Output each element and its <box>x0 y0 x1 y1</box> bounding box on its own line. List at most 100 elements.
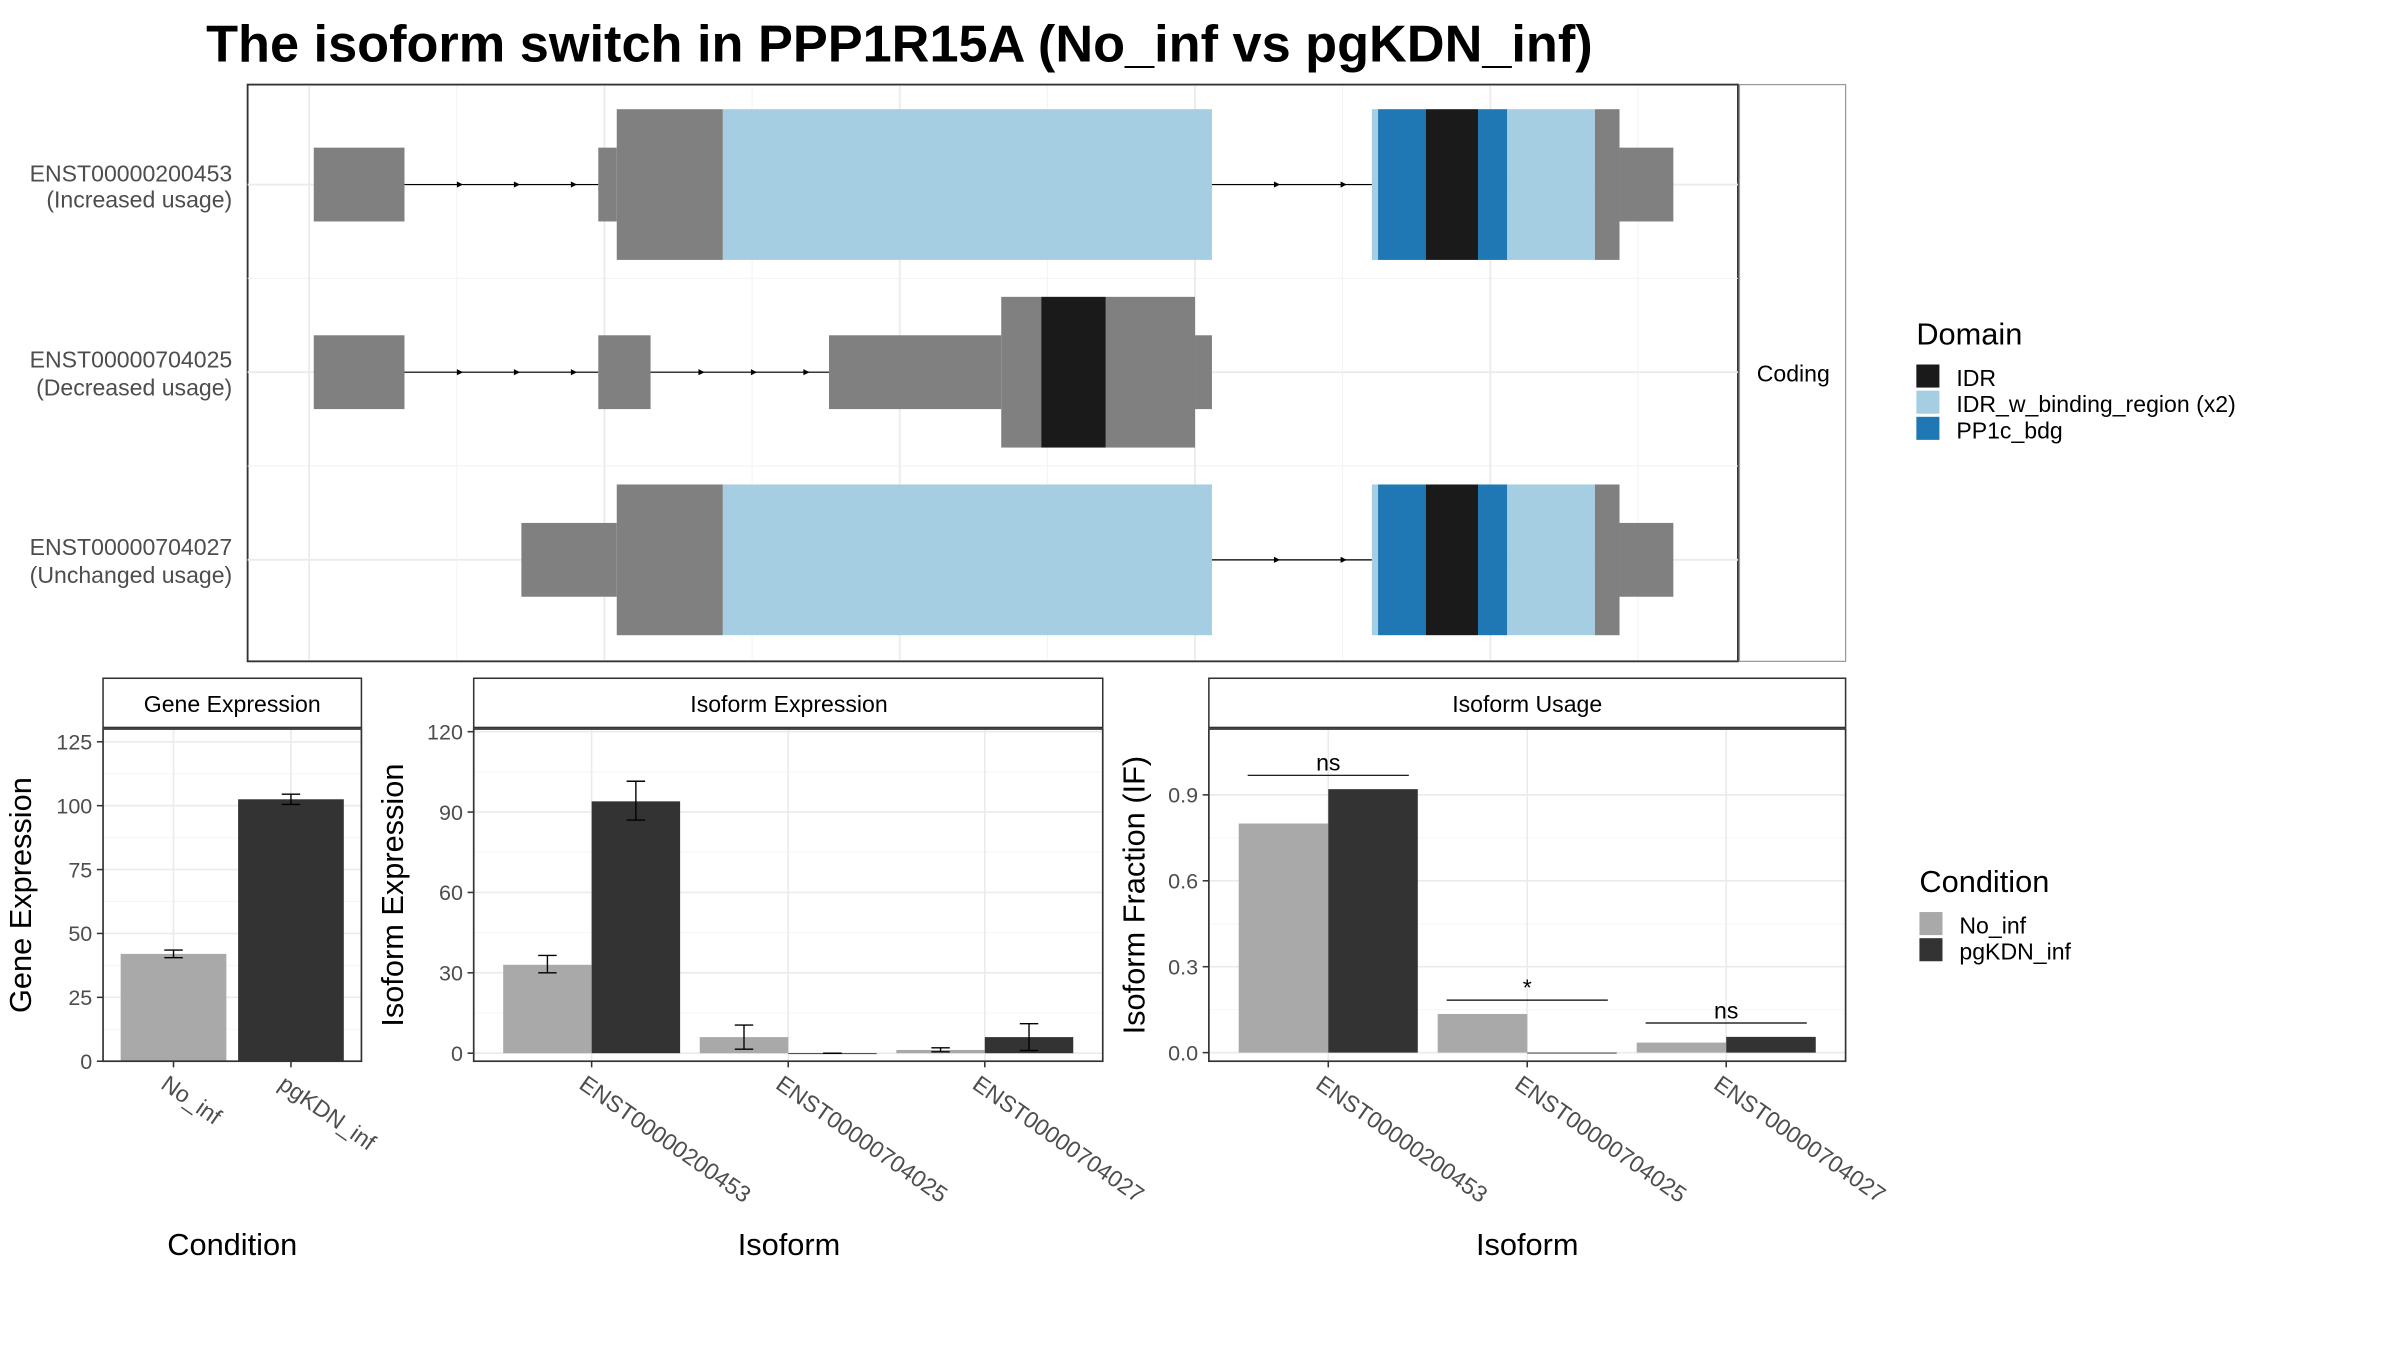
isoform-expression-xlabel: Isoform <box>738 1227 841 1262</box>
t1-domain-idr <box>1425 109 1479 260</box>
isoform-usage-title: Isoform Usage <box>1452 691 1602 717</box>
legend-label-pgkdn-inf: pgKDN_inf <box>1959 939 2071 965</box>
gene-expression-ytick-label-2: 50 <box>68 922 92 946</box>
isoform-expression-bar-ENST00000200453-No_inf <box>503 964 592 1054</box>
isoform-usage-strip <box>1208 677 1847 729</box>
t1-domain-idr-binding-2 <box>1371 109 1379 260</box>
t3-domain-idr-binding-3 <box>1507 484 1595 636</box>
t1-intron-1-arrow-3 <box>570 181 578 188</box>
structure-transcripts <box>313 109 1674 636</box>
legend-label-pp1c: PP1c_bdg <box>1956 417 2062 443</box>
t1-utr-exon-1 <box>313 147 405 222</box>
t3-utr-exon-1 <box>521 522 617 597</box>
gene-expression-title: Gene Expression <box>144 691 321 717</box>
t1-domain-idr-binding-3 <box>1507 109 1595 260</box>
t2-intron-2-arrow-2 <box>750 369 758 376</box>
transcript-2-note: (Decreased usage) <box>36 374 232 400</box>
isoform-usage-ytick-label-2: 0.6 <box>1168 869 1198 893</box>
t2-intron-1-arrow-3 <box>570 369 578 376</box>
t2-domain-idr <box>1041 296 1106 448</box>
t1-intron-2-arrow-1 <box>1273 181 1281 188</box>
legend-swatch-idr <box>1916 364 1940 388</box>
gene-expression-ytick-label-0: 0 <box>80 1050 92 1074</box>
t2-utr-exon-3 <box>828 335 1002 410</box>
isoform-usage-xlabel: Isoform <box>1476 1227 1579 1262</box>
isoform-usage-bar-ENST00000200453-pgKDN_inf <box>1328 789 1418 1053</box>
isoform-expression-ytick-label-0: 0 <box>451 1042 463 1066</box>
t1-domain-idr-binding-1 <box>722 109 1212 260</box>
t2-utr-exon-2 <box>598 335 651 410</box>
isoform-usage-bar-ENST00000704025-pgKDN_inf <box>1527 1052 1617 1054</box>
isoform-usage-plot: 0.00.30.60.9nsENST00000200453*ENST000007… <box>1168 728 1890 1208</box>
gene-expression-ytick-label-1: 25 <box>68 986 92 1010</box>
gene-expression-xlabel: Condition <box>167 1227 297 1262</box>
isoform-usage-significance-label-2: ns <box>1714 997 1738 1023</box>
gene-expression-ytick-label-5: 125 <box>56 730 92 754</box>
t3-intron-1-arrow-1 <box>1273 556 1281 563</box>
isoform-expression-ytick-label-2: 60 <box>439 881 463 905</box>
coding-strip-label: Coding <box>1757 360 1830 386</box>
t1-intron-1-arrow-2 <box>513 181 521 188</box>
t2-intron-1-arrow-1 <box>456 369 464 376</box>
t3-utr-exon-2 <box>1619 522 1674 597</box>
transcript-3-note: (Unchanged usage) <box>30 562 233 588</box>
transcript-3-id: ENST00000704027 <box>30 534 233 560</box>
isoform-expression-panel-border <box>472 728 1104 1063</box>
gene-expression-ytick-label-4: 100 <box>56 794 92 818</box>
isoform-expression-ytick-label-3: 90 <box>439 801 463 825</box>
isoform-expression-ytick-label-4: 120 <box>427 720 463 744</box>
domain-legend: Domain IDR IDR_w_binding_region (x2) PP1… <box>1916 317 2236 443</box>
t3-domain-idr-binding-1 <box>722 484 1212 636</box>
transcript-2-id: ENST00000704025 <box>30 347 233 373</box>
legend-label-idr-binding: IDR_w_binding_region (x2) <box>1956 391 2235 417</box>
isoform-expression-bar-ENST00000200453-pgKDN_inf <box>591 801 681 1054</box>
t3-cds-exon-end <box>1594 484 1620 636</box>
t3-domain-idr <box>1425 484 1479 636</box>
t1-utr-exon-3 <box>1619 147 1674 222</box>
legend-swatch-pp1c <box>1916 416 1940 440</box>
isoform-usage-bar-ENST00000704025-No_inf <box>1437 1013 1528 1053</box>
legend-label-no-inf: No_inf <box>1959 913 2026 939</box>
isoform-usage-bar-ENST00000704027-No_inf <box>1636 1042 1727 1053</box>
isoform-expression-title: Isoform Expression <box>690 691 887 717</box>
isoform-usage-ytick-label-0: 0.0 <box>1168 1041 1198 1065</box>
legend-swatch-idr-binding <box>1916 390 1940 414</box>
t1-cds-exon <box>616 109 723 260</box>
t3-intron-1-arrow-2 <box>1340 556 1347 563</box>
isoform-usage-bar-ENST00000704027-pgKDN_inf <box>1726 1036 1816 1053</box>
legend-swatch-no-inf <box>1919 912 1943 936</box>
gene-expression-ylabel: Gene Expression <box>3 777 38 1013</box>
isoform-usage-ytick-label-3: 0.9 <box>1168 784 1198 808</box>
isoform-expression-strip <box>472 677 1104 729</box>
t2-intron-1-arrow-2 <box>513 369 521 376</box>
isoform-expression-ylabel: Isoform Expression <box>375 764 410 1027</box>
t2-utr-exon-1 <box>313 335 405 410</box>
t3-cds-exon <box>616 484 723 636</box>
gene-expression-strip <box>102 677 363 729</box>
t1-intron-1-arrow-1 <box>456 181 464 188</box>
isoform-expression-ytick-label-1: 30 <box>439 961 463 985</box>
t2-cds-exon-2 <box>1105 296 1196 448</box>
coding-strip <box>1738 83 1847 662</box>
transcript-1-note: (Increased usage) <box>46 187 232 213</box>
gene-expression-bar-No_inf <box>120 953 227 1062</box>
isoform-usage-significance-label-1: * <box>1523 975 1532 1001</box>
t3-domain-pp1c-2 <box>1478 484 1508 636</box>
legend-swatch-pgkdn-inf <box>1919 938 1943 962</box>
condition-legend-title: Condition <box>1919 864 2049 899</box>
t2-cds-exon-1 <box>1001 296 1042 448</box>
gene-expression-panel-border <box>102 728 363 1063</box>
gene-expression-bar-pgKDN_inf <box>238 799 344 1062</box>
t1-intron-2-arrow-2 <box>1340 181 1347 188</box>
t1-domain-pp1c-2 <box>1478 109 1508 260</box>
t3-domain-idr-binding-2 <box>1371 484 1379 636</box>
t1-domain-pp1c-1 <box>1378 109 1426 260</box>
isoform-usage-significance-label-0: ns <box>1316 750 1340 776</box>
domain-legend-title: Domain <box>1916 317 2022 352</box>
isoform-usage-bar-ENST00000200453-No_inf <box>1238 823 1329 1053</box>
t2-utr-exon-4 <box>1195 335 1212 410</box>
t2-intron-2-arrow-1 <box>698 369 705 376</box>
transcript-1-id: ENST00000200453 <box>30 160 233 186</box>
